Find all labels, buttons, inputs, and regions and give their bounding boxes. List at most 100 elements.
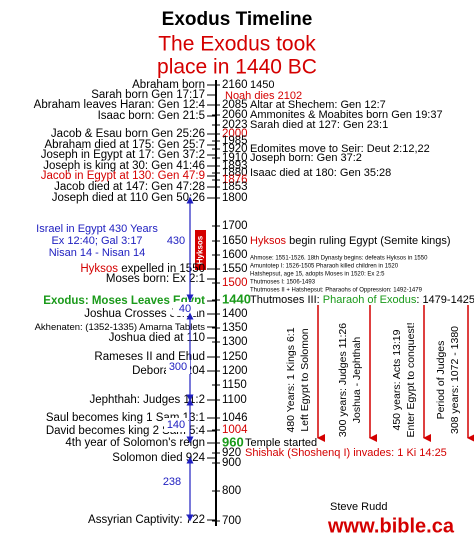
event-label: Moses born: Ex 2:1 [106, 273, 205, 285]
year-note: Hyksos begin ruling Egypt (Semite kings) [250, 235, 451, 247]
year-label: 1700 [222, 220, 248, 232]
text-segment: Altar at Shechem: Gen 12:7 [250, 99, 386, 111]
period-label: Joshua - Jephthah [351, 337, 363, 424]
text-segment: Joseph born: Gen 37:2 [250, 152, 362, 164]
year-label: 1650 [222, 235, 248, 247]
text-segment: Joseph is king at 30: Gen 41:46 [43, 160, 205, 172]
text-segment: Isaac died at 180: Gen 35:28 [250, 167, 391, 179]
year-note: Sarah died at 127: Gen 23:1 [250, 119, 388, 131]
span-label-bg [160, 475, 184, 489]
text-segment: Exodus: Moses Leaves Egypt [43, 295, 205, 307]
period-label: 480 Years: 1 Kings 6:1 [285, 327, 297, 432]
year-label: 1600 [222, 249, 248, 261]
text-segment: Abraham leaves Haran: Gen 12:4 [34, 99, 206, 111]
span-label: 238 [163, 476, 181, 488]
year-label: 1800 [222, 192, 248, 204]
text-segment: Jacob in Egypt at 130: Gen 47:9 [41, 170, 205, 182]
text-segment: Assyrian Captivity: 722 [88, 514, 205, 526]
year-label: 1920 [222, 143, 248, 155]
year-label: 2023 [222, 119, 248, 131]
period-label: Period of Judges [435, 341, 447, 420]
year-label: 1985 [222, 135, 248, 147]
text-segment: Sarah died at 127: Gen 23:1 [250, 119, 388, 131]
text-segment: Joseph in Egypt at 17: Gen 37:2 [41, 149, 205, 161]
text-segment: Isaac born: Gen 21:5 [98, 110, 205, 122]
year-note: Isaac died at 180: Gen 35:28 [250, 167, 391, 179]
year-note: Edomites move to Seir: Deut 2:12,22 [250, 143, 430, 155]
event-label: Joseph is king at 30: Gen 41:46 [43, 160, 205, 172]
small-note: Amuntotep I: 1526-1505 Pharaoh killed ch… [250, 264, 399, 270]
text-segment: Edomites move to Seir: Deut 2:12,22 [250, 143, 430, 155]
year-label: 1300 [222, 336, 248, 348]
event-label: Joshua died at 110 [109, 332, 205, 344]
year-label: 1250 [222, 351, 248, 363]
text-segment: Joseph died at 110 Gen 50:26 [52, 192, 205, 204]
text-segment: Jacob died at 147: Gen 47:28 [54, 181, 205, 193]
text-segment: expelled in 1550 [118, 263, 205, 275]
text-segment: Moses born: Ex 2:1 [106, 273, 205, 285]
year-label: 1100 [222, 394, 247, 406]
event-label: Jacob died at 147: Gen 47:28 [54, 181, 205, 193]
year-label: 1893 [222, 160, 248, 172]
year-label: 920 [222, 447, 241, 459]
year-note: Shishak (Shoshenq I) invades: 1 Ki 14:25 [245, 447, 447, 459]
text-segment: Akhenaten: (1352-1335) Amarna Tablets [35, 322, 206, 333]
event-label: Akhenaten: (1352-1335) Amarna Tablets [35, 322, 206, 333]
year-label: 1004 [222, 424, 248, 436]
text-segment: Noah dies 2102 [225, 90, 302, 102]
year-note: Noah dies 2102 [225, 90, 302, 102]
event-label: Solomon died 924 [112, 452, 205, 464]
text-segment: 1 Ki 14:25 [397, 447, 447, 459]
event-label: Abraham died at 175: Gen 25:7 [45, 139, 205, 151]
event-label: Joseph in Egypt at 17: Gen 37:2 [41, 149, 205, 161]
year-label: 1500 [222, 277, 248, 289]
event-label: Isaac born: Gen 21:5 [98, 110, 205, 122]
year-label: 800 [222, 485, 241, 497]
hyksos-bar [195, 230, 206, 270]
text-segment: Temple started [245, 437, 317, 449]
hyksos-bar-label: Hyksos [196, 235, 205, 264]
year-label: 1550 [222, 263, 248, 275]
year-label: 1350 [222, 322, 248, 334]
text-segment: Jacob & Esau born Gen 25:26 [51, 128, 205, 140]
event-label: Jephthah: Judges 11:2 [89, 394, 205, 406]
text-segment: Hyksos [80, 263, 118, 275]
text-segment: Ammonites & Moabites born Gen 19:37 [250, 109, 443, 121]
subtitle: place in 1440 BC [157, 56, 317, 79]
title: Exodus Timeline [162, 9, 313, 30]
year-note: Ammonites & Moabites born Gen 19:37 [250, 109, 443, 121]
span-label-bg [166, 360, 190, 374]
small-note: Ahmose: 1551-1526. 18th Dynasty begins: … [250, 256, 428, 262]
span-label: 40 [179, 303, 191, 315]
text-segment: begin ruling Egypt (Semite kings) [286, 235, 450, 247]
event-label: Sarah born Gen 17:17 [91, 89, 205, 101]
year-label: 2085 [222, 99, 248, 111]
site: www.bible.ca [327, 515, 455, 537]
text-segment: 4th year of Solomon's reign [65, 437, 205, 449]
event-label: Hyksos expelled in 1550 [80, 263, 205, 275]
span-label: 140 [167, 419, 185, 431]
event-label: Jacob in Egypt at 130: Gen 47:9 [41, 170, 205, 182]
event-label: 4th year of Solomon's reign [65, 437, 205, 449]
text-segment: Pharaoh of Exodus [323, 294, 417, 306]
period-label: Enter Egypt to conquest! [405, 323, 417, 438]
text-segment: 1450 [250, 79, 274, 91]
period-label: 308 years: 1072 - 1380 [449, 326, 461, 434]
year-note: Temple started [245, 437, 317, 449]
year-label: 2060 [222, 109, 248, 121]
span-label: 430 [167, 235, 185, 247]
year-label: 1200 [222, 365, 248, 377]
event-label: Joseph died at 110 Gen 50:26 [52, 192, 205, 204]
text-segment: Hyksos [250, 235, 287, 247]
subtitle: The Exodus took [158, 33, 316, 56]
year-label: 1853 [222, 181, 248, 193]
author: Steve Rudd [330, 501, 387, 513]
event-label: Abraham leaves Haran: Gen 12:4 [34, 99, 206, 111]
text-segment: Solomon died 924 [112, 452, 205, 464]
year-label: 2160 [222, 79, 248, 91]
event-label: Abraham born [132, 79, 205, 91]
text-segment: : 1479-1425 [416, 294, 474, 306]
period-label: Left Egypt to Solomon [299, 328, 311, 431]
